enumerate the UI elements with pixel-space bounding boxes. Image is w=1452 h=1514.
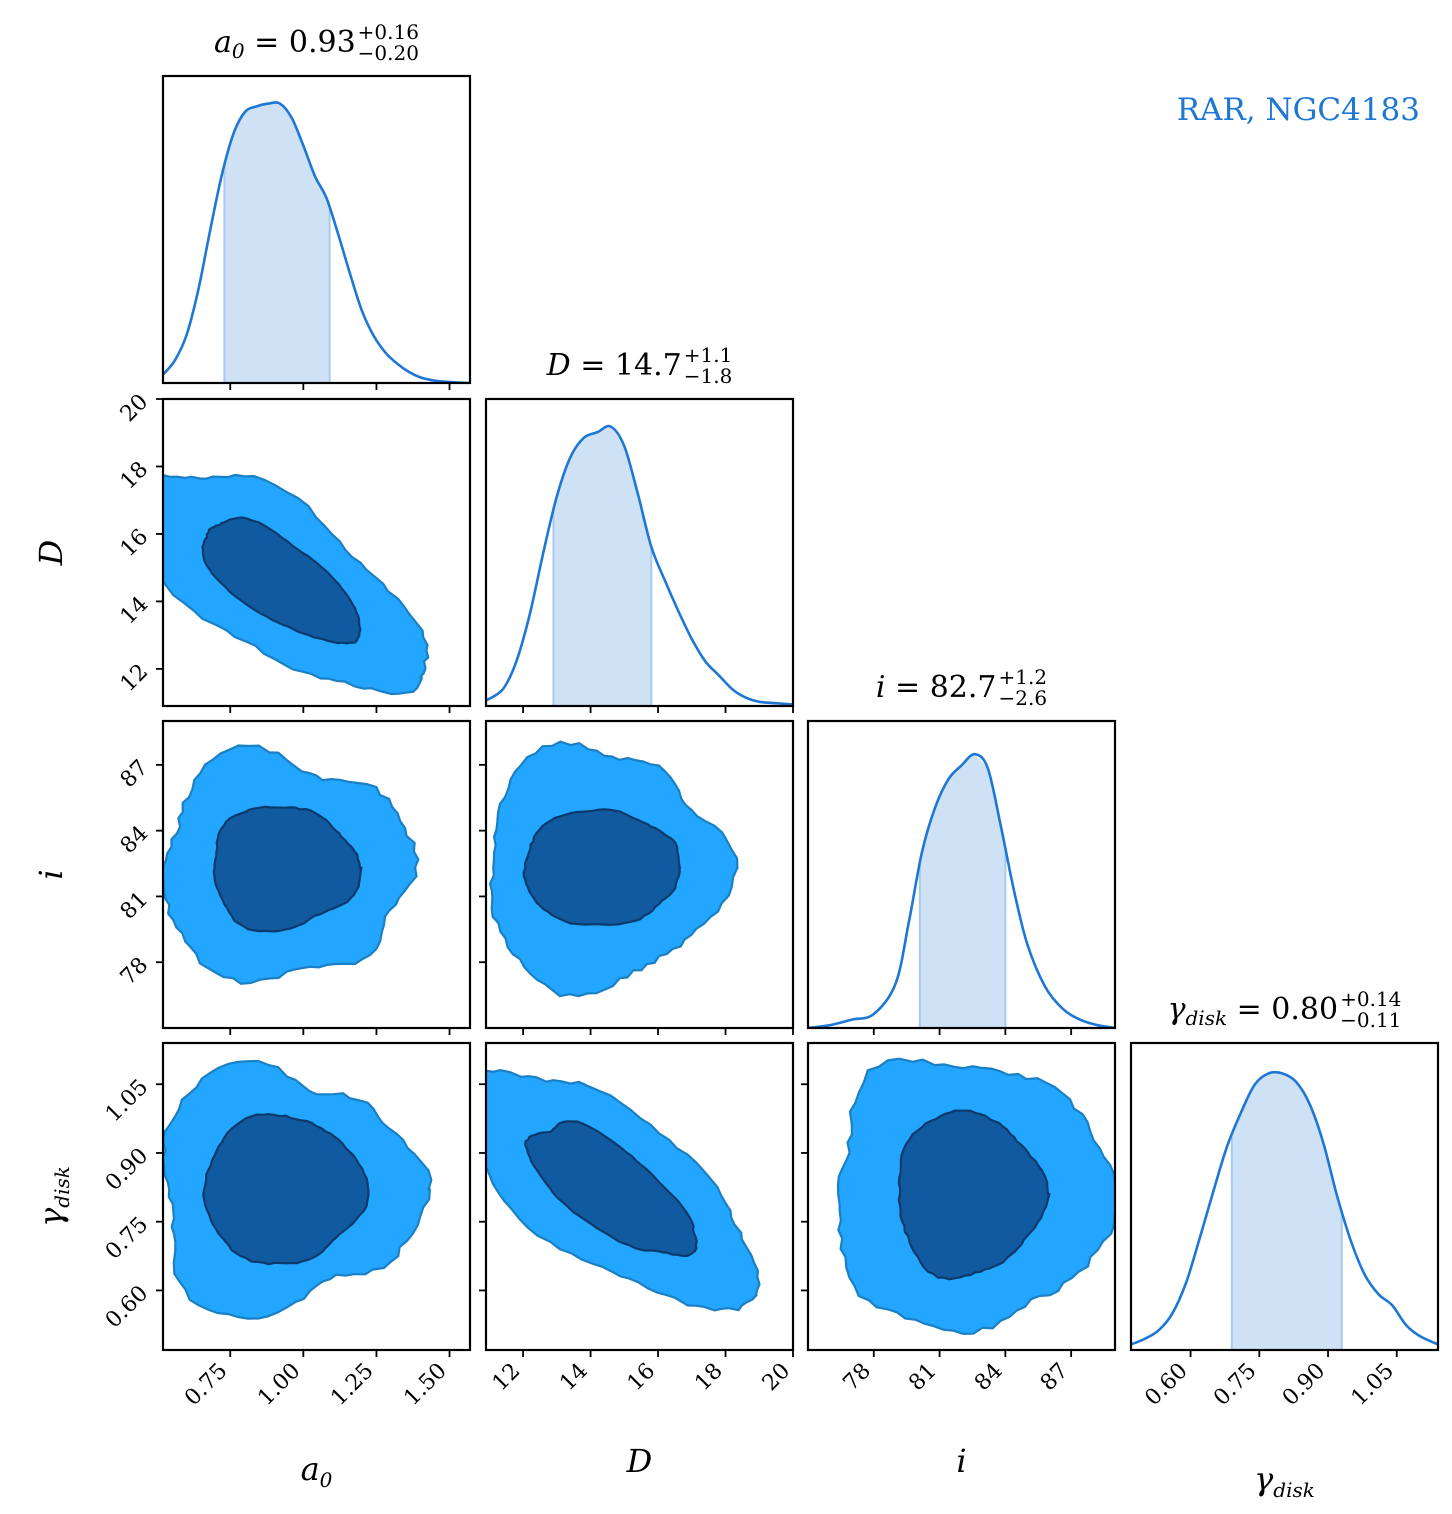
title-plus-a0: +0.16 [358, 20, 419, 44]
xtick-label-D: 12 [488, 1359, 525, 1396]
xtick-label-D: 18 [690, 1359, 727, 1396]
xtick-label-a0: 1.00 [253, 1359, 305, 1411]
credible-band-a0 [224, 103, 330, 383]
xtick-label-a0: 1.25 [326, 1359, 378, 1411]
panel-frame-2-0 [161, 719, 472, 1030]
xaxis-label-gamma_disk: γdisk [1254, 1460, 1315, 1502]
title-plus-i: +1.2 [999, 665, 1048, 689]
ytick-label-D: 14 [116, 592, 153, 629]
xtick-label-a0: 0.75 [180, 1359, 232, 1411]
xtick-label-D: 14 [555, 1359, 592, 1396]
ytick-label-D: 18 [116, 457, 153, 494]
ytick-label-gamma_disk: 0.75 [101, 1212, 153, 1264]
xtick-label-i: 78 [839, 1359, 876, 1396]
xtick-label-D: 16 [623, 1359, 660, 1396]
xtick-label-gamma_disk: 0.60 [1140, 1359, 1192, 1411]
yaxis-label-gamma_disk: γdisk [32, 1166, 74, 1227]
credible-band-i [919, 754, 1006, 1028]
marginal-title-gamma_disk: γdisk = 0.80 [1168, 992, 1339, 1030]
ytick-label-i: 87 [116, 755, 153, 792]
panel-frame-1-0 [161, 397, 472, 708]
panel-frame-2-2 [806, 719, 1117, 1030]
ytick-label-gamma_disk: 1.05 [101, 1075, 153, 1127]
ytick-label-i: 78 [116, 953, 153, 990]
xtick-label-a0: 1.50 [399, 1359, 451, 1411]
xtick-label-gamma_disk: 0.90 [1278, 1359, 1330, 1411]
panel-frame-3-3 [1129, 1041, 1440, 1352]
figure-annotation: RAR, NGC4183 [1177, 92, 1420, 128]
xtick-label-gamma_disk: 1.05 [1347, 1359, 1399, 1411]
xaxis-label-a0: a0 [301, 1450, 333, 1492]
title-minus-D: −1.8 [684, 364, 733, 388]
xaxis-label-D: D [626, 1442, 653, 1480]
credible-band-gamma_disk [1231, 1073, 1342, 1350]
ytick-label-D: 12 [116, 659, 153, 696]
ytick-label-D: 20 [116, 390, 153, 427]
xtick-label-i: 87 [1036, 1359, 1073, 1396]
marginal-curve-D [486, 424, 793, 706]
ytick-label-i: 81 [116, 887, 153, 924]
panel-frame-2-1 [484, 719, 795, 1030]
credible-band-D [553, 426, 652, 706]
title-minus-a0: −0.20 [358, 41, 419, 65]
panel-frame-3-1 [484, 1041, 795, 1352]
panel-frame-1-1 [484, 397, 795, 708]
marginal-curve-gamma_disk [1131, 1070, 1438, 1346]
contour-68-a0-i [212, 805, 363, 933]
contour-68-i-gamma_disk [897, 1109, 1051, 1281]
marginal-title-i: i = 82.7 [876, 670, 997, 705]
xtick-label-D: 20 [758, 1359, 795, 1396]
panel-frame-0-0 [161, 74, 472, 385]
contour-68-D-i [522, 808, 682, 926]
ytick-label-gamma_disk: 0.60 [101, 1281, 153, 1333]
xaxis-label-i: i [956, 1442, 966, 1480]
marginal-curve-a0 [163, 101, 470, 383]
panel-frame-3-0 [161, 1041, 472, 1352]
contour-68-D-gamma_disk [524, 1120, 698, 1257]
title-plus-gamma_disk: +0.14 [1340, 987, 1401, 1011]
ytick-label-D: 16 [116, 525, 153, 562]
title-plus-D: +1.1 [684, 343, 733, 367]
ytick-label-i: 84 [116, 821, 153, 858]
marginal-title-D: D = 14.7 [546, 348, 682, 383]
contour-68-a0-D [201, 516, 362, 645]
title-minus-i: −2.6 [999, 686, 1048, 710]
contour-68-a0-gamma_disk [202, 1112, 370, 1266]
xtick-label-i: 81 [904, 1359, 941, 1396]
marginal-curve-i [808, 752, 1115, 1028]
yaxis-label-D: D [32, 540, 70, 567]
yaxis-label-i: i [32, 869, 70, 879]
marginal-title-a0: a0 = 0.93 [214, 25, 356, 63]
title-minus-gamma_disk: −0.11 [1340, 1008, 1401, 1032]
ytick-label-gamma_disk: 0.90 [101, 1144, 153, 1196]
xtick-label-gamma_disk: 0.75 [1209, 1359, 1261, 1411]
xtick-label-i: 84 [970, 1359, 1007, 1396]
panel-frame-3-2 [806, 1041, 1117, 1352]
